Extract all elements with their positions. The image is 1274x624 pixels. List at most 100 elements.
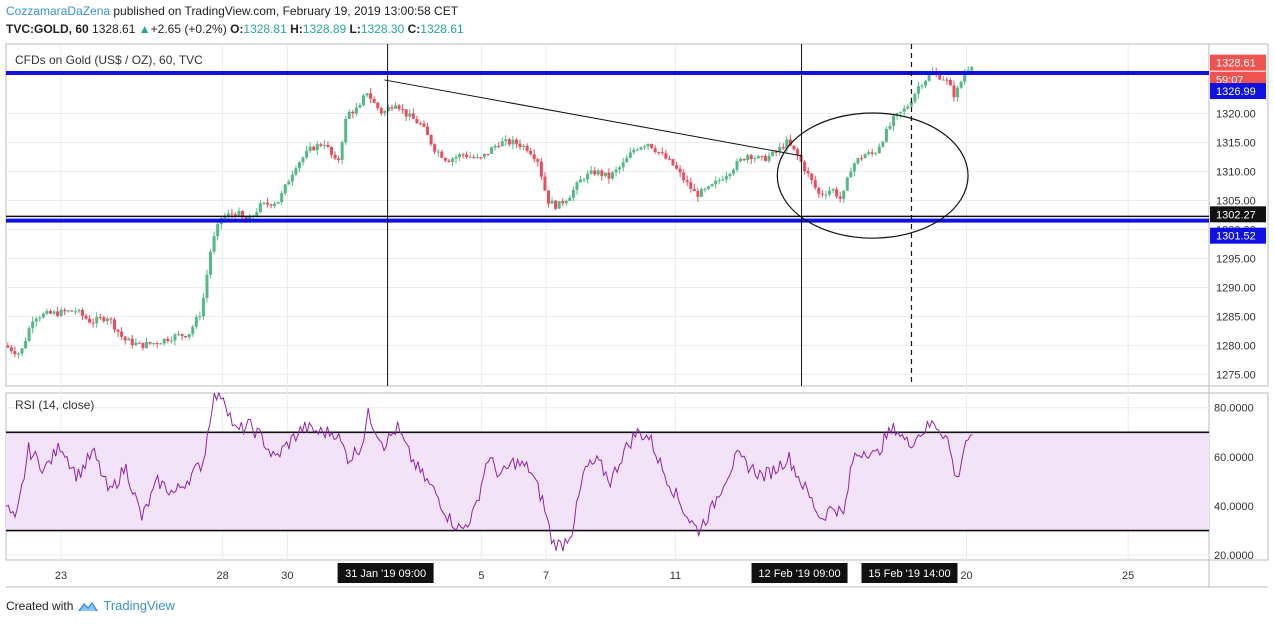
candle-body <box>806 171 810 174</box>
candle-body <box>226 213 230 217</box>
close-value: 1328.61 <box>420 22 464 36</box>
x-tick-label: 30 <box>281 570 293 582</box>
candle-body <box>98 317 102 319</box>
candle-body <box>433 144 437 152</box>
candle-body <box>892 115 896 126</box>
candle-body <box>347 111 351 119</box>
candle-body <box>319 144 323 146</box>
candle-body <box>671 159 675 166</box>
candle-body <box>137 342 141 344</box>
candle-body <box>948 80 952 86</box>
candle-body <box>938 73 942 80</box>
candle-body <box>173 334 177 341</box>
candle-body <box>162 338 166 344</box>
candle-body <box>34 318 38 322</box>
last-price-badge: 1328.61 <box>1216 58 1256 70</box>
candle-body <box>589 170 593 174</box>
candle-body <box>899 111 903 114</box>
candle-body <box>354 107 358 114</box>
candle-body <box>369 93 373 99</box>
candle-body <box>852 163 856 172</box>
candle-body <box>63 309 67 312</box>
candle-body <box>781 147 785 149</box>
publish-line: CozzamaraDaZena published on TradingView… <box>6 4 458 18</box>
candle-body <box>803 161 807 172</box>
candle-body <box>550 200 554 204</box>
candle-body <box>788 139 792 146</box>
candle-body <box>31 321 35 329</box>
candle-body <box>699 189 703 197</box>
candle-body <box>575 182 579 190</box>
candle-body <box>689 182 693 189</box>
candle-body <box>650 143 654 149</box>
triangle-up-icon: ▲ <box>138 22 151 36</box>
candle-body <box>155 343 159 345</box>
time-badge-label: 31 Jan '19 09:00 <box>345 568 426 580</box>
symbol-label: TVC:GOLD, 60 <box>6 22 89 36</box>
candle-body <box>582 179 586 181</box>
candle-body <box>682 172 686 181</box>
candle-body <box>397 105 401 110</box>
candle-body <box>265 202 269 205</box>
time-badge-bg <box>751 563 848 583</box>
candle-body <box>333 154 337 159</box>
y-tick-label: 1285.00 <box>1216 311 1256 323</box>
candle-body <box>529 150 533 155</box>
candle-body <box>38 317 42 319</box>
candle-body <box>927 74 931 81</box>
publish-info: published on TradingView.com, February 1… <box>110 4 459 18</box>
tradingview-logo-icon[interactable] <box>77 599 99 613</box>
candle-body <box>411 113 415 119</box>
candle-body <box>525 145 529 151</box>
candle-body <box>963 73 967 82</box>
candle-body <box>166 338 170 342</box>
candle-body <box>532 154 536 160</box>
candle-body <box>112 319 116 330</box>
candle-body <box>771 151 775 156</box>
candle-body <box>564 200 568 204</box>
candle-body <box>710 184 714 187</box>
time-badge-bg <box>337 563 434 583</box>
candle-body <box>127 338 131 341</box>
candle-body <box>134 342 138 346</box>
rsi-title: RSI (14, close) <box>15 398 94 412</box>
time-badge-label: 12 Feb '19 09:00 <box>758 568 840 580</box>
candle-body <box>596 170 600 175</box>
candle-body <box>600 170 604 176</box>
candle-body <box>614 169 618 173</box>
candle-body <box>906 106 910 109</box>
candle-body <box>73 311 77 313</box>
candle-body <box>863 154 867 159</box>
trend-line[interactable] <box>384 79 802 157</box>
candle-body <box>763 156 767 161</box>
low-label: L: <box>349 22 361 36</box>
candle-body <box>742 158 746 161</box>
resistance-badge: 1326.99 <box>1216 86 1256 98</box>
y-tick-label: 1310.00 <box>1216 167 1256 179</box>
low-value: 1328.30 <box>360 22 405 36</box>
y-tick-label: 1290.00 <box>1216 282 1256 294</box>
candle-body <box>422 123 426 127</box>
candle-body <box>372 98 376 103</box>
candle-body <box>813 180 817 188</box>
support-upper-badge-bg <box>1210 206 1266 223</box>
candle-body <box>810 173 814 181</box>
tradingview-link[interactable]: TradingView <box>103 598 175 613</box>
candle-body <box>603 172 607 176</box>
candle-body <box>294 168 298 175</box>
candle-body <box>145 341 149 348</box>
rsi-band <box>6 432 1209 531</box>
candle-body <box>379 108 383 114</box>
candle-body <box>454 157 458 159</box>
candle-body <box>120 331 124 337</box>
ellipse-annotation[interactable] <box>776 112 969 239</box>
author-link[interactable]: CozzamaraDaZena <box>6 4 111 18</box>
candle-body <box>753 158 757 160</box>
candle-body <box>223 216 227 219</box>
candle-body <box>593 170 597 175</box>
candle-body <box>856 158 860 164</box>
candle-body <box>436 151 440 153</box>
resistance-badge-bg <box>1210 83 1266 100</box>
